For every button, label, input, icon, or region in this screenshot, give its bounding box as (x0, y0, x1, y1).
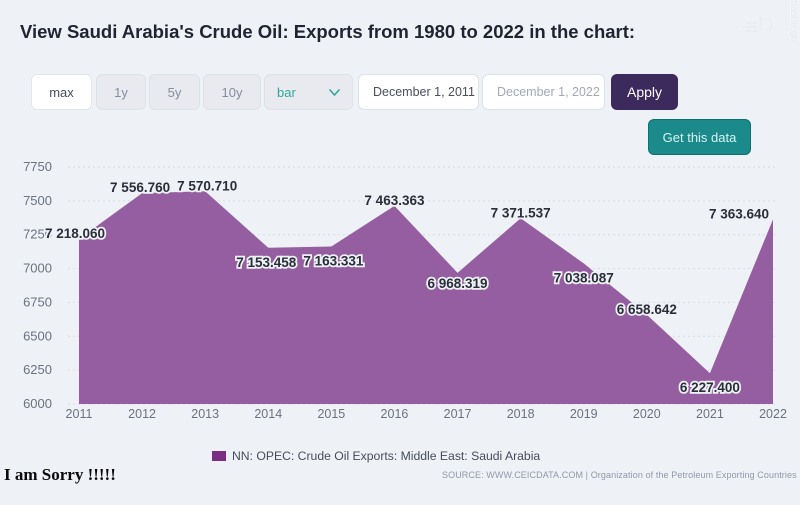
svg-text:6 968.319: 6 968.319 (428, 276, 488, 291)
svg-text:2022: 2022 (759, 407, 787, 421)
svg-text:7 463.363: 7 463.363 (364, 193, 425, 208)
svg-text:7 570.710: 7 570.710 (177, 178, 237, 193)
svg-text:7 218.060: 7 218.060 (45, 226, 105, 241)
svg-text:7 556.760: 7 556.760 (110, 180, 170, 195)
svg-text:2014: 2014 (254, 407, 282, 421)
svg-text:6 658.642: 6 658.642 (617, 302, 677, 317)
svg-text:2011: 2011 (66, 407, 93, 421)
svg-text:2021: 2021 (696, 407, 724, 421)
svg-text:2015: 2015 (317, 407, 345, 421)
svg-text:7 038.087: 7 038.087 (554, 270, 614, 285)
svg-text:2020: 2020 (633, 407, 661, 421)
svg-text:7 363.640: 7 363.640 (709, 206, 769, 221)
svg-text:2019: 2019 (570, 407, 598, 421)
svg-text:7000: 7000 (23, 261, 52, 276)
svg-text:6000: 6000 (23, 396, 52, 411)
svg-text:6250: 6250 (23, 362, 52, 377)
svg-text:6750: 6750 (23, 294, 52, 309)
svg-text:7500: 7500 (23, 193, 52, 208)
svg-text:7750: 7750 (23, 160, 52, 174)
svg-text:6 227.400: 6 227.400 (680, 380, 740, 395)
svg-text:7 153.458: 7 153.458 (236, 255, 297, 270)
svg-text:2018: 2018 (507, 407, 535, 421)
svg-text:2017: 2017 (444, 407, 472, 421)
svg-text:7 163.331: 7 163.331 (303, 253, 364, 268)
svg-text:2012: 2012 (128, 407, 156, 421)
svg-text:2016: 2016 (381, 407, 409, 421)
svg-text:2013: 2013 (191, 407, 219, 421)
svg-text:6500: 6500 (23, 328, 52, 343)
svg-text:7 371.537: 7 371.537 (491, 205, 551, 220)
